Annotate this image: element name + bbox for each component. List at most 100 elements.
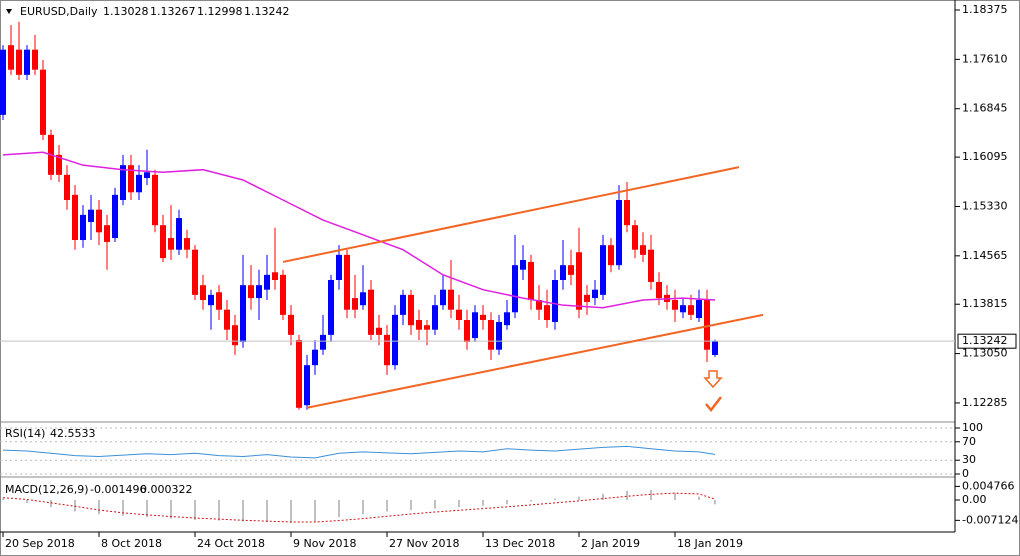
macd-bar xyxy=(650,490,652,500)
high-value: 1.13267 xyxy=(150,5,196,18)
candle-body xyxy=(272,272,278,281)
x-tick-label: 2 Jan 2019 xyxy=(581,537,640,550)
moving-average xyxy=(2,151,716,309)
candle-body xyxy=(280,274,286,315)
candle-body xyxy=(432,305,438,330)
macd-bar xyxy=(98,500,100,515)
macd-bar xyxy=(410,500,412,510)
candle-body xyxy=(544,305,550,321)
menu-triangle xyxy=(6,9,12,14)
candle-body xyxy=(472,312,478,339)
macd-bar xyxy=(714,500,716,505)
candle-body xyxy=(88,209,94,222)
candle-body xyxy=(160,225,166,259)
candle-body xyxy=(408,294,414,326)
rsi-value: 42.5533 xyxy=(50,427,96,440)
candle-body xyxy=(32,49,38,70)
candle-body xyxy=(128,165,134,193)
candle-body xyxy=(480,314,486,321)
y-tick-label: 1.12285 xyxy=(962,396,1008,409)
candle-body xyxy=(296,340,302,408)
rsi-title: RSI(14) xyxy=(5,427,45,440)
candle-body xyxy=(104,225,110,242)
candle-body xyxy=(360,292,366,306)
trendline xyxy=(282,166,740,263)
macd-bar xyxy=(194,500,196,520)
macd-bar xyxy=(362,500,364,515)
candle-body xyxy=(424,325,430,330)
y-tick-label: 1.16095 xyxy=(962,150,1008,163)
candle-body xyxy=(688,305,694,315)
macd-value: -0.001496 xyxy=(90,483,146,496)
candle-body xyxy=(136,174,142,193)
y-tick-label: 1.17610 xyxy=(962,52,1008,65)
candle-body xyxy=(8,45,14,70)
candle-body xyxy=(144,172,150,179)
candle-body xyxy=(208,294,214,306)
candle-body xyxy=(112,194,118,239)
macd-bar xyxy=(2,498,4,500)
candle-body xyxy=(344,254,350,310)
y-tick-label: 1.15330 xyxy=(962,199,1008,212)
candle-body xyxy=(392,314,398,366)
macd-bar xyxy=(578,496,580,500)
candle-body xyxy=(336,254,342,281)
y-tick-label: 30 xyxy=(962,453,976,466)
x-tick-label: 27 Nov 2018 xyxy=(389,537,459,550)
macd-bar xyxy=(50,500,52,508)
candle-body xyxy=(376,327,382,335)
macd-bar xyxy=(290,500,292,523)
macd-bar xyxy=(386,500,388,512)
candle-body xyxy=(168,238,174,250)
macd-bar xyxy=(242,500,244,522)
candle-body xyxy=(416,320,422,330)
candle-body xyxy=(552,280,558,322)
candle-body xyxy=(616,200,622,266)
y-tick-label: 0.00 xyxy=(962,493,987,506)
y-tick-label: 0 xyxy=(962,467,969,480)
y-tick-label: 70 xyxy=(962,435,976,448)
candle-body xyxy=(656,281,662,299)
macd-bar xyxy=(674,492,676,500)
candle-body xyxy=(64,174,70,201)
x-tick-label: 18 Jan 2019 xyxy=(677,537,743,550)
candle-body xyxy=(592,289,598,299)
macd-bar xyxy=(458,500,460,508)
y-tick-label: 1.13815 xyxy=(962,297,1008,310)
y-tick-label: 1.16845 xyxy=(962,102,1008,115)
macd-bar xyxy=(434,500,436,509)
candle-body xyxy=(288,314,294,335)
current-price-box xyxy=(957,333,1017,349)
x-tick-label: 24 Oct 2018 xyxy=(197,537,265,550)
candle-body xyxy=(680,305,686,313)
candle-body xyxy=(328,280,334,335)
macd-bar xyxy=(218,500,220,521)
candle-body xyxy=(200,285,206,301)
candle-body xyxy=(72,194,78,241)
candle-body xyxy=(176,218,182,250)
current-price-label: 1.13242 xyxy=(962,334,1008,347)
macd-bar xyxy=(74,500,76,512)
candle-body xyxy=(256,285,262,299)
candle-body xyxy=(520,260,526,270)
candle-body xyxy=(216,292,222,310)
open-value: 1.13028 xyxy=(103,5,149,18)
candle-body xyxy=(184,238,190,250)
macd-bar xyxy=(122,500,124,516)
candle-body xyxy=(608,245,614,266)
macd-bar xyxy=(338,500,340,518)
candle-body xyxy=(304,365,310,406)
x-tick-label: 9 Nov 2018 xyxy=(293,537,356,550)
candle-body xyxy=(632,225,638,250)
candle-body xyxy=(464,320,470,342)
candle-body xyxy=(384,334,390,366)
close-value: 1.13242 xyxy=(244,5,290,18)
candle-body xyxy=(120,165,126,201)
symbol: EURUSD,Daily xyxy=(20,5,98,18)
candle-body xyxy=(152,174,158,226)
candle-body xyxy=(504,312,510,326)
macd-title: MACD(12,26,9) xyxy=(5,483,89,496)
candle-body xyxy=(312,349,318,366)
